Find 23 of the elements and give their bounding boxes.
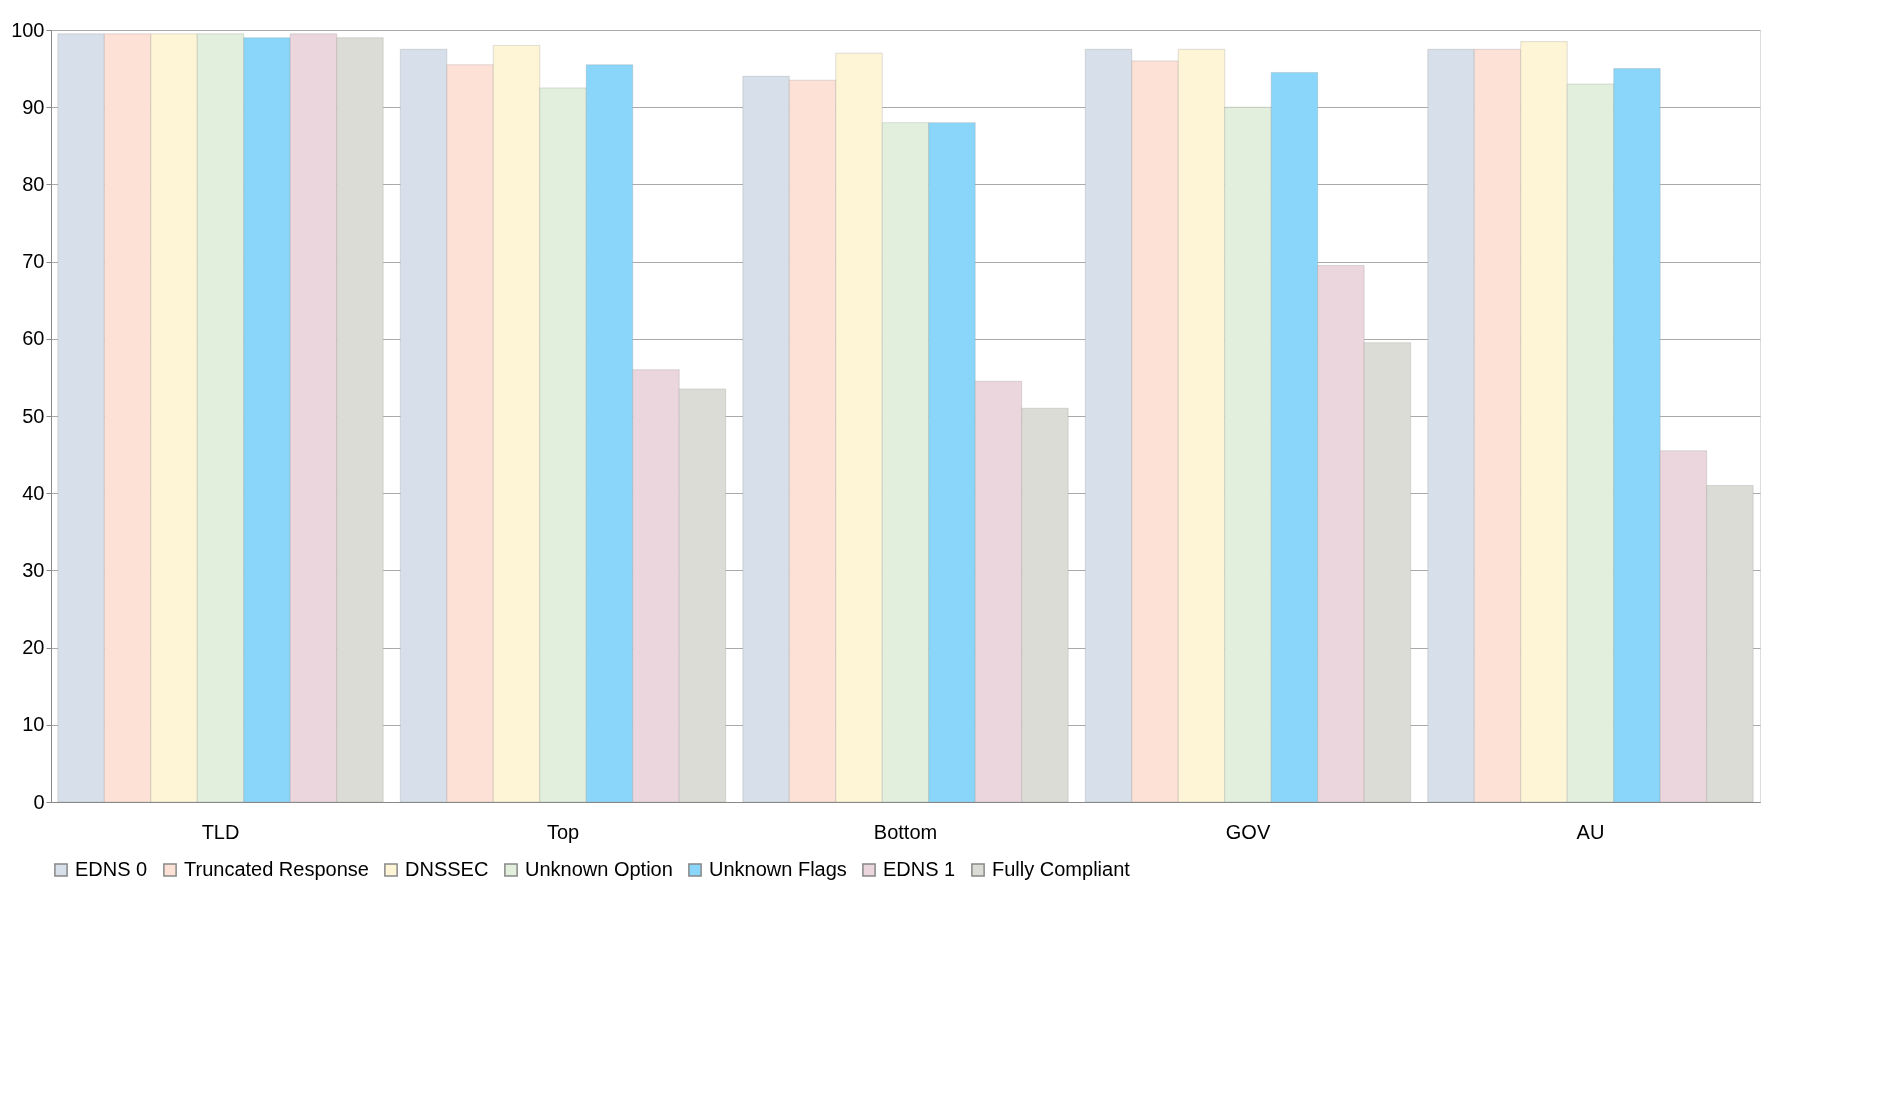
legend-label: EDNS 1 [883, 858, 956, 880]
y-tick-label: 60 [22, 327, 45, 350]
y-tick-label: 50 [22, 404, 45, 427]
y-tick-label: 40 [22, 481, 45, 504]
x-tick-label: Top [546, 820, 580, 843]
x-tick-label: TLD [201, 820, 240, 843]
y-tick-label: 100 [11, 18, 45, 41]
y-tick-label: 70 [22, 250, 45, 273]
y-tick-label: 90 [22, 95, 45, 118]
legend-label: EDNS 0 [75, 858, 148, 880]
legend-label: Unknown Option [525, 858, 673, 880]
legend-label: Fully Compliant [992, 858, 1131, 880]
y-tick-label: 10 [22, 713, 45, 736]
legend-label: DNSSEC [405, 858, 489, 880]
legend-label: Truncated Response [184, 858, 369, 880]
x-tick-label: AU [1576, 820, 1605, 843]
y-tick-label: 80 [22, 172, 45, 195]
y-tick-label: 30 [22, 558, 45, 581]
y-tick-label: 20 [22, 636, 45, 659]
legend-label: Unknown Flags [709, 858, 847, 880]
x-tick-label: GOV [1225, 820, 1271, 843]
x-tick-label: Bottom [873, 820, 938, 843]
y-tick-label: 0 [33, 790, 45, 813]
